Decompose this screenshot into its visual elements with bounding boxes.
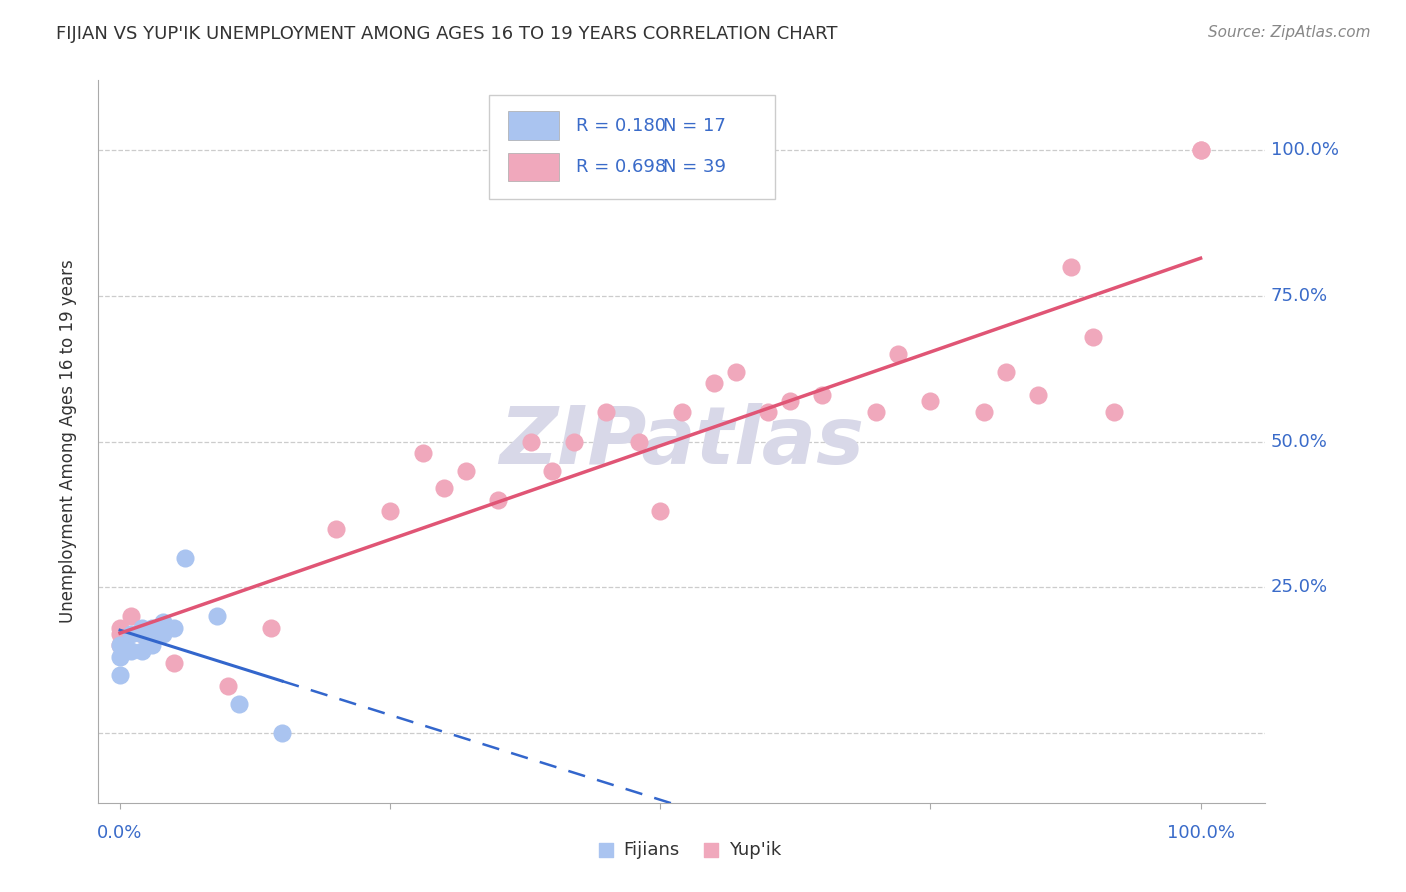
Point: [724, 365, 747, 379]
Text: Source: ZipAtlas.com: Source: ZipAtlas.com: [1208, 25, 1371, 40]
Point: [1189, 143, 1212, 157]
Point: [579, 764, 602, 778]
Point: [217, 679, 239, 693]
Point: [120, 609, 142, 624]
Point: [131, 627, 153, 641]
Point: [108, 639, 131, 653]
Point: [650, 504, 672, 518]
Point: [131, 621, 153, 635]
Point: [207, 609, 229, 624]
Text: FIJIAN VS YUP'IK UNEMPLOYMENT AMONG AGES 16 TO 19 YEARS CORRELATION CHART: FIJIAN VS YUP'IK UNEMPLOYMENT AMONG AGES…: [56, 25, 838, 43]
Point: [141, 627, 163, 641]
Point: [1060, 260, 1083, 274]
Text: Fijians: Fijians: [624, 841, 681, 859]
Point: [120, 644, 142, 658]
Point: [541, 464, 564, 478]
Point: [120, 627, 142, 641]
Point: [108, 639, 131, 653]
Point: [920, 393, 942, 408]
FancyBboxPatch shape: [489, 95, 775, 200]
Point: [676, 764, 699, 778]
Point: [1081, 329, 1104, 343]
Point: [703, 376, 725, 391]
FancyBboxPatch shape: [508, 112, 560, 140]
Point: [325, 522, 347, 536]
Point: [519, 434, 541, 449]
Text: R = 0.180: R = 0.180: [575, 117, 665, 135]
Point: [671, 405, 693, 419]
Point: [627, 434, 650, 449]
Text: 50.0%: 50.0%: [1271, 433, 1327, 450]
Point: [562, 434, 585, 449]
FancyBboxPatch shape: [508, 153, 560, 181]
Point: [1028, 388, 1050, 402]
Point: [173, 551, 195, 566]
Text: Yup'ik: Yup'ik: [728, 841, 780, 859]
Point: [271, 726, 294, 740]
Point: [865, 405, 887, 419]
Text: N = 17: N = 17: [664, 117, 725, 135]
Point: [108, 667, 131, 681]
Point: [779, 393, 801, 408]
Text: 100.0%: 100.0%: [1167, 824, 1234, 842]
Text: 75.0%: 75.0%: [1271, 287, 1327, 305]
Point: [887, 347, 910, 361]
Point: [141, 621, 163, 635]
Point: [152, 615, 174, 630]
Point: [108, 621, 131, 635]
Point: [454, 464, 477, 478]
Point: [108, 650, 131, 665]
Point: [1102, 405, 1125, 419]
Point: [108, 627, 131, 641]
Text: R = 0.698: R = 0.698: [575, 158, 666, 176]
Point: [995, 365, 1018, 379]
Point: [1189, 143, 1212, 157]
Point: [163, 656, 186, 670]
Point: [131, 644, 153, 658]
Point: [595, 405, 617, 419]
Point: [152, 627, 174, 641]
Point: [412, 446, 434, 460]
Point: [131, 627, 153, 641]
Point: [141, 639, 163, 653]
Y-axis label: Unemployment Among Ages 16 to 19 years: Unemployment Among Ages 16 to 19 years: [59, 260, 77, 624]
Point: [811, 388, 834, 402]
Text: ZIPatlas: ZIPatlas: [499, 402, 865, 481]
Text: 25.0%: 25.0%: [1271, 578, 1327, 596]
Point: [486, 492, 509, 507]
Point: [378, 504, 402, 518]
Text: 0.0%: 0.0%: [97, 824, 143, 842]
Point: [756, 405, 779, 419]
Text: N = 39: N = 39: [664, 158, 727, 176]
Point: [973, 405, 995, 419]
Point: [433, 481, 456, 495]
Point: [228, 697, 250, 711]
Point: [260, 621, 283, 635]
Point: [152, 621, 174, 635]
Text: 100.0%: 100.0%: [1271, 141, 1339, 159]
Point: [163, 621, 186, 635]
